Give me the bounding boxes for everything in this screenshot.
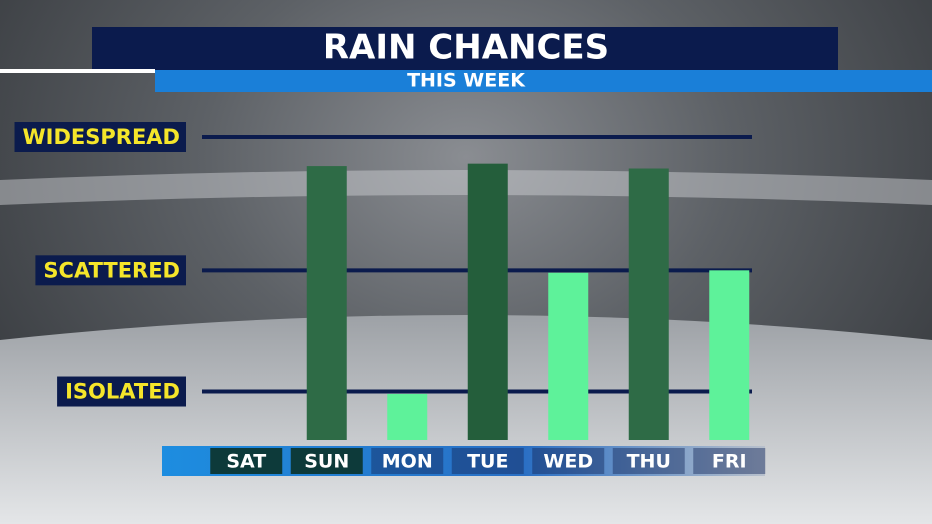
y-tick-label: ISOLATED: [65, 380, 180, 404]
category-box: [210, 448, 283, 474]
y-tick-box: [14, 122, 186, 152]
y-tick-box: [57, 376, 186, 407]
category-box: [290, 448, 363, 474]
x-tick-label: MON: [382, 451, 433, 473]
y-tick-box: [35, 255, 186, 286]
x-tick-label: WED: [543, 451, 593, 473]
arena-ring: [0, 170, 932, 205]
chart-title: RAIN CHANCES: [323, 28, 609, 68]
y-tick-label: SCATTERED: [43, 258, 180, 282]
x-tick-label: SUN: [304, 451, 349, 473]
x-tick-label: TUE: [467, 451, 508, 473]
category-box: [371, 448, 444, 474]
title-bar: [92, 27, 838, 71]
bar: [467, 163, 508, 440]
x-tick-label: THU: [627, 451, 671, 473]
y-tick-label: WIDESPREAD: [23, 125, 180, 149]
bar: [709, 270, 750, 440]
x-tick-label: SAT: [226, 451, 266, 473]
bar: [628, 168, 669, 440]
subtitle-bar: [155, 70, 932, 92]
x-tick-label: FRI: [712, 451, 747, 473]
arena-floor: [0, 315, 932, 524]
bar: [387, 393, 428, 440]
category-box: [451, 448, 524, 474]
chart-subtitle: THIS WEEK: [407, 70, 526, 92]
title-rule: [0, 69, 155, 73]
category-box: [612, 448, 685, 474]
category-box: [532, 448, 605, 474]
category-box: [693, 448, 766, 474]
bar: [306, 166, 347, 440]
bar: [548, 272, 589, 440]
